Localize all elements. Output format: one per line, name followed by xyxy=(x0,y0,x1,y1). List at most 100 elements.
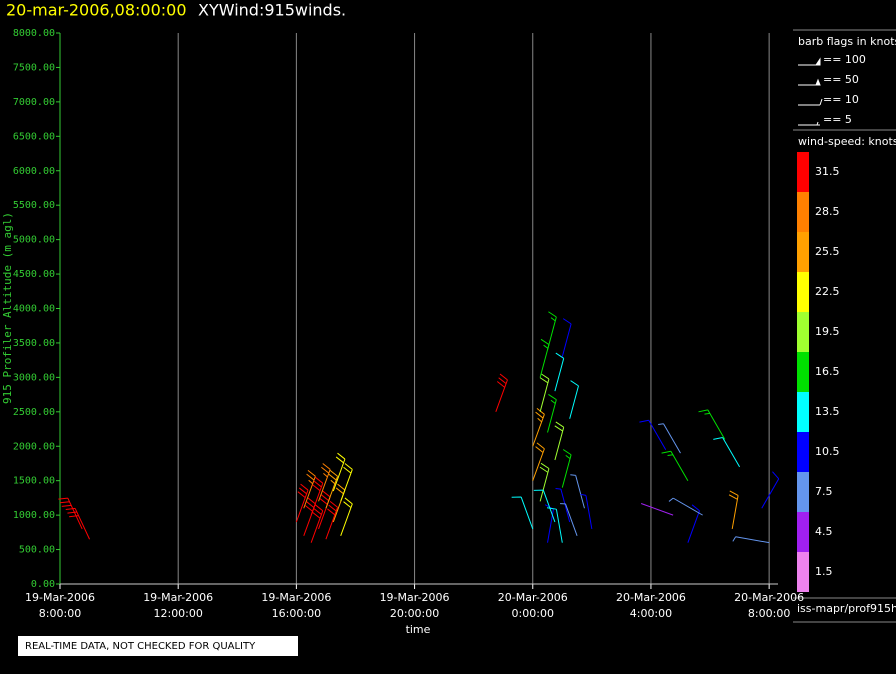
y-axis-label: 915 Profiler Altitude (m agl) xyxy=(1,212,14,404)
colorbar-swatch xyxy=(797,432,809,472)
wind-barb xyxy=(332,483,346,523)
y-tick-label: 2500.00 xyxy=(13,407,55,418)
wind-barb xyxy=(554,421,565,461)
wind-barb xyxy=(310,476,324,516)
wind-barb xyxy=(713,436,741,468)
colorbar-label: 1.5 xyxy=(815,565,833,578)
wind-barb xyxy=(58,497,83,530)
wind-barb xyxy=(332,452,346,492)
x-axis-label: time xyxy=(406,623,431,636)
barb-legend-title: barb flags in knots xyxy=(798,35,896,48)
wind-barb xyxy=(580,493,593,529)
x-tick-label: 19-Mar-2006 xyxy=(261,591,331,604)
wind-barb xyxy=(295,483,309,523)
wind-barb xyxy=(658,423,681,454)
colorbar-label: 7.5 xyxy=(815,485,833,498)
wind-barb xyxy=(325,500,339,540)
wind-barb xyxy=(65,507,91,540)
wind-barb xyxy=(561,318,572,357)
wind-barb xyxy=(495,373,508,412)
wind-barb xyxy=(687,504,700,543)
wind-barb xyxy=(728,490,739,529)
x-tick-label: 8:00:00 xyxy=(748,607,790,620)
y-tick-label: 6500.00 xyxy=(13,131,55,142)
wind-barb xyxy=(310,504,324,543)
wind-barb xyxy=(340,497,353,536)
colorbar-label: 28.5 xyxy=(815,205,840,218)
wind-barb xyxy=(511,496,534,530)
wind-barb xyxy=(547,393,557,433)
y-tick-label: 7500.00 xyxy=(13,62,55,73)
colorbar-label: 31.5 xyxy=(815,165,840,178)
wind-barb xyxy=(560,503,578,536)
y-tick-label: 5000.00 xyxy=(13,235,55,246)
y-tick-label: 1000.00 xyxy=(13,510,55,521)
wind-barb xyxy=(668,497,703,516)
wind-barb xyxy=(539,462,550,502)
wind-barb xyxy=(570,474,585,509)
wind-barb xyxy=(544,504,554,543)
colorbar-label: 19.5 xyxy=(815,325,840,338)
wind-barb xyxy=(554,352,565,392)
wind-barb xyxy=(325,469,339,509)
wind-barb xyxy=(533,489,556,523)
wind-barb xyxy=(539,338,550,378)
y-tick-label: 3500.00 xyxy=(13,338,55,349)
colorbar-swatch xyxy=(797,512,809,552)
colorbar-swatch xyxy=(797,392,809,432)
source: iss-mapr/prof915h xyxy=(797,602,896,615)
x-tick-label: 19-Mar-2006 xyxy=(143,591,213,604)
timestamp: 20-mar-2006,08:00:00 xyxy=(6,1,187,20)
wind-barb xyxy=(340,463,353,502)
y-tick-label: 5500.00 xyxy=(13,200,55,211)
x-tick-label: 16:00:00 xyxy=(272,607,321,620)
barb-flag-label: == 10 xyxy=(823,93,859,106)
x-tick-label: 19-Mar-2006 xyxy=(380,591,450,604)
wind-barb xyxy=(318,490,331,530)
x-tick-label: 20-Mar-2006 xyxy=(734,591,804,604)
wind-barb xyxy=(698,409,726,440)
wind-barb xyxy=(303,469,316,509)
y-tick-label: 2000.00 xyxy=(13,441,55,452)
colorbar-swatch xyxy=(797,312,809,352)
barb-flag-label: == 100 xyxy=(823,53,866,66)
colorbar-title: wind-speed: knots xyxy=(798,135,896,148)
chart-title: XYWind:915winds. xyxy=(198,1,346,20)
y-tick-label: 4500.00 xyxy=(13,269,55,280)
y-tick-label: 6000.00 xyxy=(13,166,55,177)
x-tick-label: 4:00:00 xyxy=(630,607,672,620)
wind-barb xyxy=(532,442,545,481)
colorbar-swatch xyxy=(797,152,809,192)
colorbar-label: 4.5 xyxy=(815,525,833,538)
colorbar-swatch xyxy=(797,192,809,232)
wind-barb xyxy=(640,503,674,516)
wind-barb xyxy=(546,507,563,543)
x-tick-label: 20-Mar-2006 xyxy=(616,591,686,604)
colorbar-label: 10.5 xyxy=(815,445,840,458)
x-tick-label: 20:00:00 xyxy=(390,607,439,620)
wind-barb xyxy=(732,536,770,544)
x-tick-label: 12:00:00 xyxy=(153,607,202,620)
side-panel xyxy=(793,29,896,623)
barb-flag-label: == 5 xyxy=(823,113,852,126)
wind-barb xyxy=(532,408,545,447)
colorbar-swatch xyxy=(797,272,809,312)
barb-flag-label: == 50 xyxy=(823,73,859,86)
colorbar-swatch xyxy=(797,472,809,512)
wind-barb xyxy=(661,450,689,481)
wind-barb xyxy=(761,471,780,509)
colorbar-label: 22.5 xyxy=(815,285,840,298)
y-tick-label: 1500.00 xyxy=(13,476,55,487)
x-tick-label: 19-Mar-2006 xyxy=(25,591,95,604)
wind-barb xyxy=(303,497,316,536)
wind-barb xyxy=(569,380,579,419)
colorbar-label: 16.5 xyxy=(815,365,840,378)
wind-barb xyxy=(539,373,550,412)
y-tick-label: 3000.00 xyxy=(13,372,55,383)
wind-barb xyxy=(561,449,572,488)
x-tick-label: 8:00:00 xyxy=(39,607,81,620)
y-tick-label: 7000.00 xyxy=(13,97,55,108)
colorbar-label: 25.5 xyxy=(815,245,840,258)
notice-box xyxy=(18,636,298,656)
y-tick-label: 8000.00 xyxy=(13,28,55,39)
